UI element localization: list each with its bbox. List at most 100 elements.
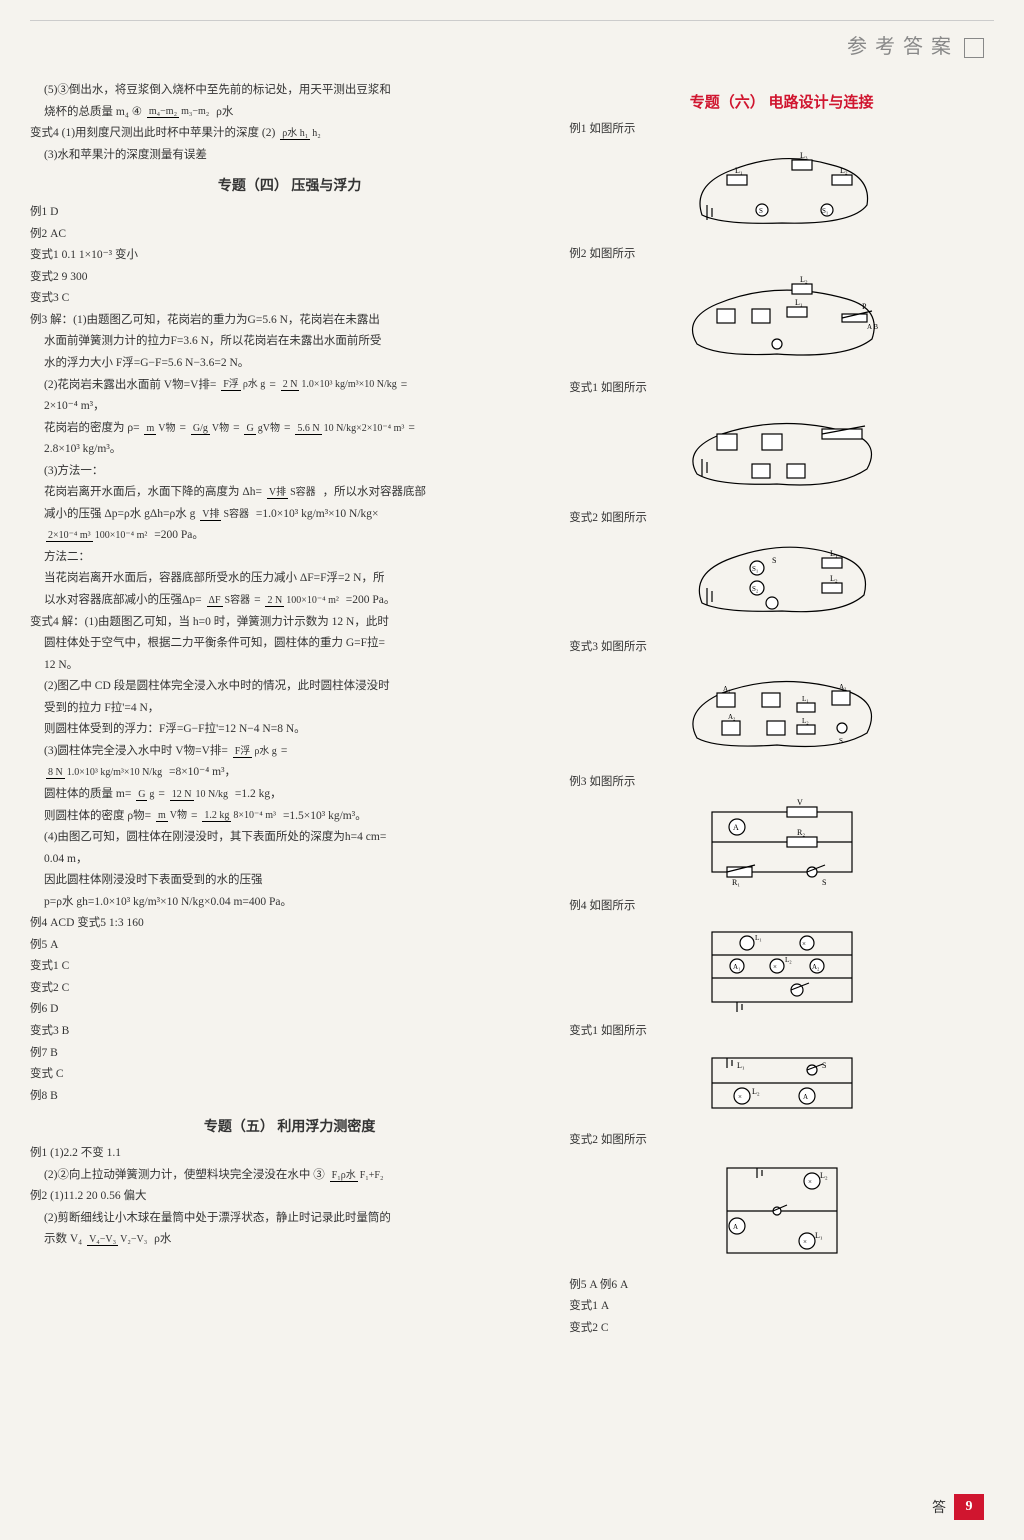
svg-text:S: S [839, 737, 843, 745]
circuit-diagram-5: A₁ L₁ A₃ A₂ L₂ S [569, 663, 994, 763]
header-box-icon [964, 38, 984, 58]
fraction: 2 N100×10⁻⁴ m² [265, 595, 340, 606]
svg-text:L₁: L₁ [755, 934, 762, 942]
text-line: 圆柱体处于空气中，根据二力平衡条件可知，圆柱体的重力 G=F拉= [30, 634, 549, 654]
text-line: 12 N。 [30, 656, 549, 676]
text-line: (2)花岗岩未露出水面前 V物=V排= F浮ρ水 g= 2 N1.0×10³ k… [30, 376, 549, 396]
svg-text:L₂: L₂ [830, 574, 838, 583]
svg-text:L₂: L₂ [800, 275, 808, 284]
svg-text:A₃: A₃ [839, 683, 847, 691]
fraction: F₁ρ水F₁+F₂ [330, 1170, 386, 1181]
svg-text:L₁: L₁ [737, 1061, 745, 1070]
fraction: G/gV物 [191, 423, 231, 434]
text-line: 2×10⁻⁴ m³100×10⁻⁴ m² =200 Pa。 [30, 526, 549, 546]
page-footer: 答 9 [932, 1494, 984, 1520]
footer-label: 答 [932, 1497, 946, 1517]
right-column: 专题（六） 电路设计与连接 例1 如图所示 L₁ L₃ L₂ S S₁ [569, 81, 994, 1341]
text-line: 示数 V₄ V₄−V₃V₂−V₃ ρ水 [30, 1230, 549, 1250]
section-title-5: 专题（五） 利用浮力测密度 [30, 1116, 549, 1136]
text-line: 变式 C [30, 1065, 549, 1085]
text-line: 方法二： [30, 548, 549, 568]
svg-text:A: A [733, 823, 739, 832]
svg-text:S: S [772, 556, 776, 565]
svg-text:×: × [808, 1178, 812, 1186]
text-line: 2×10⁻⁴ m³， [30, 397, 549, 417]
text-line: 例2 如图所示 [569, 245, 994, 265]
text-line: 变式4 解：(1)由题图乙可知，当 h=0 时，弹簧测力计示数为 12 N，此时 [30, 613, 549, 633]
circuit-diagram-2: L₁ L₂ P A B [569, 269, 994, 369]
text-line: 2.8×10³ kg/m³。 [30, 440, 549, 460]
svg-text:R₁: R₁ [732, 878, 740, 887]
text-line: 因此圆柱体刚浸没时下表面受到的水的压强 [30, 871, 549, 891]
text-line: 例1 如图所示 [569, 120, 994, 140]
fraction: V排S容器 [267, 487, 318, 498]
svg-text:S: S [822, 878, 826, 887]
svg-text:A₁: A₁ [723, 685, 731, 693]
fraction: V₄−V₃V₂−V₃ [87, 1234, 149, 1245]
circuit-diagram-7: L₁ × A₁ L₂ × A₂ [569, 922, 994, 1012]
text-line: (5)③倒出水，将豆浆倒入烧杯中至先前的标记处，用天平测出豆浆和 [30, 81, 549, 101]
svg-text:L₁: L₁ [815, 1231, 823, 1240]
svg-text:L₂: L₂ [785, 956, 792, 964]
text-line: 花岗岩的密度为 ρ= mV物= G/gV物= GgV物= 5.6 N10 N/k… [30, 419, 549, 439]
fraction: 2 N1.0×10³ kg/m³×10 N/kg [281, 379, 399, 390]
text-line: 圆柱体的质量 m= Gg= 12 N10 N/kg =1.2 kg， [30, 785, 549, 805]
svg-text:×: × [803, 1238, 807, 1246]
svg-text:A: A [803, 1093, 808, 1101]
text-line: 例6 D [30, 1000, 549, 1020]
text-line: p=ρ水 gh=1.0×10³ kg/m³×10 N/kg×0.04 m=400… [30, 893, 549, 913]
text-line: 水的浮力大小 F浮=G−F=5.6 N−3.6=2 N。 [30, 354, 549, 374]
svg-text:V: V [797, 798, 803, 807]
text-line: 受到的拉力 F拉'=4 N， [30, 699, 549, 719]
text-line: 例1 (1)2.2 不变 1.1 [30, 1144, 549, 1164]
text-line: 变式1 0.1 1×10⁻³ 变小 [30, 246, 549, 266]
svg-text:L₁: L₁ [830, 549, 838, 558]
text-line: 烧杯的总质量 m₄ ④ m₄−m₂m₃−m₂ ρ水 [30, 103, 549, 123]
fraction: ρ水 h₁h₂ [280, 128, 322, 139]
text-line: 例2 (1)11.2 20 0.56 偏大 [30, 1187, 549, 1207]
text-line: 例3 如图所示 [569, 773, 994, 793]
circuit-diagram-9: L₂ × A L₁ × [569, 1156, 994, 1266]
svg-text:S: S [759, 207, 763, 215]
circuit-diagram-6: A V R₂ R₁ S [569, 797, 994, 887]
text-line: 变式3 C [30, 289, 549, 309]
svg-text:×: × [738, 1093, 742, 1101]
fraction: m₄−m₂m₃−m₂ [147, 106, 211, 117]
content-columns: (5)③倒出水，将豆浆倒入烧杯中至先前的标记处，用天平测出豆浆和 烧杯的总质量 … [30, 81, 994, 1341]
svg-text:A: A [733, 1223, 738, 1231]
fraction: 8 N1.0×10³ kg/m³×10 N/kg [46, 767, 164, 778]
text-line: 8 N1.0×10³ kg/m³×10 N/kg =8×10⁻⁴ m³， [30, 763, 549, 783]
text-line: 则圆柱体受到的浮力：F浮=G−F拉'=12 N−4 N=8 N。 [30, 720, 549, 740]
fraction: GgV物 [244, 423, 281, 434]
fraction: mV物 [144, 423, 177, 434]
svg-text:×: × [773, 963, 777, 971]
fraction: V排S容器 [200, 509, 251, 520]
text-line: 例2 AC [30, 225, 549, 245]
fraction: Gg [136, 789, 156, 800]
text-line: (3)方法一： [30, 462, 549, 482]
text-line: (2)剪断细线让小木球在量筒中处于漂浮状态，静止时记录此时量筒的 [30, 1209, 549, 1229]
circuit-diagram-3 [569, 404, 994, 499]
svg-text:S₁: S₁ [822, 207, 828, 215]
text-line: 例8 B [30, 1087, 549, 1107]
footer-page-number: 9 [954, 1494, 984, 1520]
svg-text:L₂: L₂ [820, 1171, 828, 1180]
fraction: F浮ρ水 g [221, 379, 267, 390]
text-line: 例5 A [30, 936, 549, 956]
text-line: 花岗岩离开水面后，水面下降的高度为 Δh= V排S容器 ，所以水对容器底部 [30, 483, 549, 503]
svg-text:S₂: S₂ [752, 585, 759, 593]
circuit-diagram-8: L₁ S L₂ × A [569, 1046, 994, 1121]
text-line: 例3 解：(1)由题图乙可知，花岗岩的重力为G=5.6 N，花岗岩在未露出 [30, 311, 549, 331]
fraction: 5.6 N10 N/kg×2×10⁻⁴ m³ [295, 423, 406, 434]
svg-text:S: S [822, 1061, 826, 1070]
header-rule [30, 20, 994, 21]
circuit-diagram-1: L₁ L₃ L₂ S S₁ [569, 145, 994, 235]
text-line: 例4 ACD 变式5 1:3 160 [30, 914, 549, 934]
svg-text:L₂: L₂ [840, 166, 848, 175]
text-line: 变式3 如图所示 [569, 638, 994, 658]
text-line: (3)水和苹果汁的深度测量有误差 [30, 146, 549, 166]
svg-text:A₁: A₁ [733, 963, 741, 971]
text-line: 变式1 如图所示 [569, 1022, 994, 1042]
text-line: 减小的压强 Δp=ρ水 gΔh=ρ水 g V排S容器 =1.0×10³ kg/m… [30, 505, 549, 525]
svg-text:L₃: L₃ [800, 151, 808, 160]
